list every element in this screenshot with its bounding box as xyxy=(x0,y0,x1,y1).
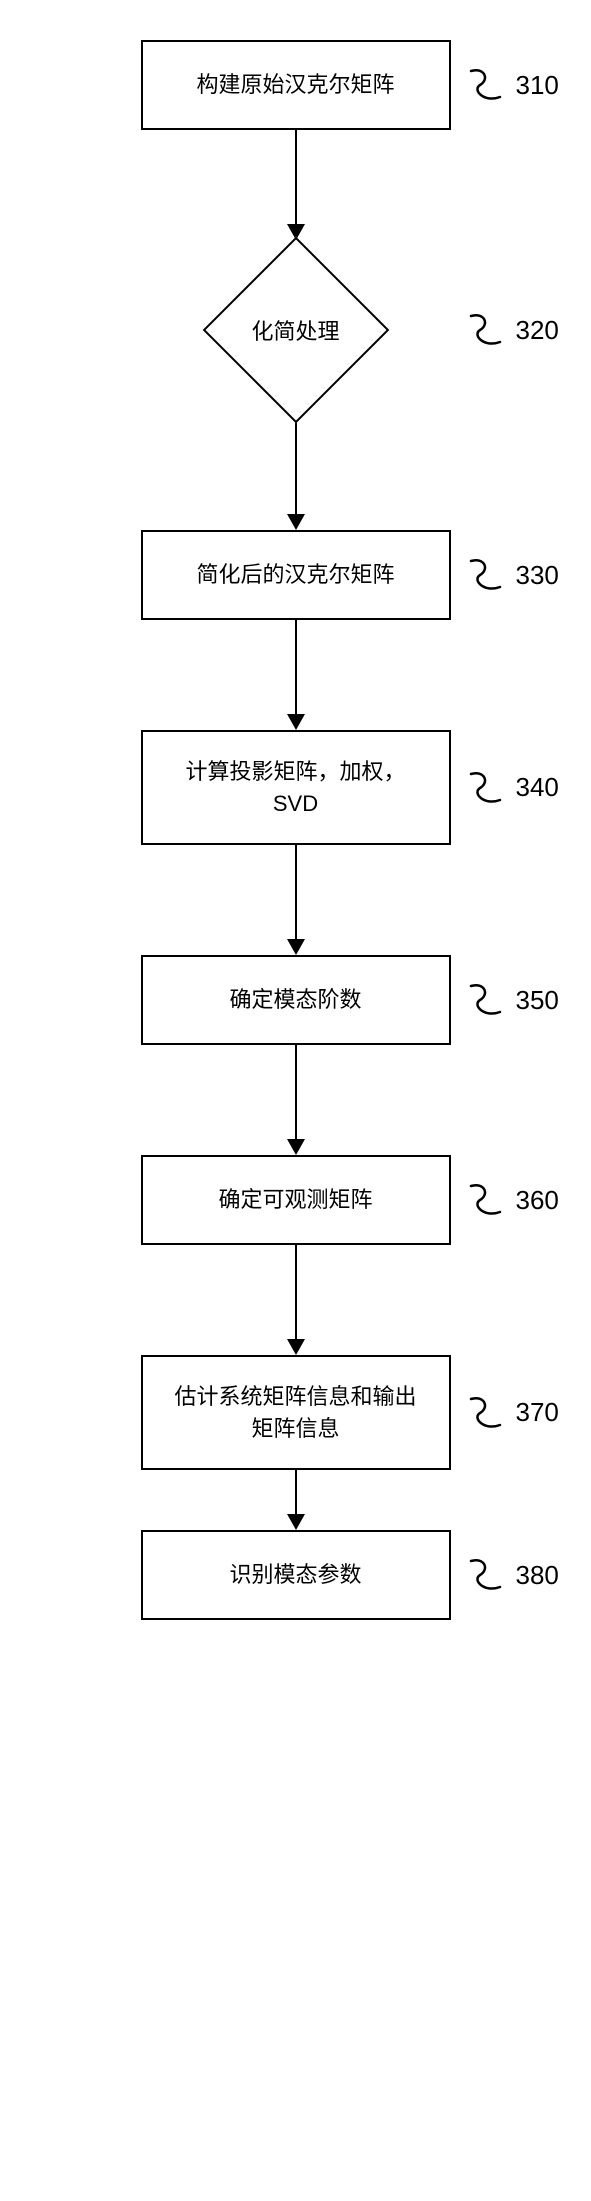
flow-arrow xyxy=(287,620,305,730)
node-label: 确定可观测矩阵 xyxy=(218,1184,372,1216)
flow-step-320: 化简处理 320 xyxy=(21,240,571,420)
flow-arrow xyxy=(287,130,305,240)
node-label: 识别模态参数 xyxy=(229,1559,361,1591)
arrow-line xyxy=(295,845,297,939)
step-number: 330 xyxy=(516,560,559,591)
arrow-head-icon xyxy=(287,714,305,730)
step-number: 350 xyxy=(516,985,559,1016)
step-annotation: 360 xyxy=(466,1180,559,1220)
flow-arrow xyxy=(287,845,305,955)
arrow-head-icon xyxy=(287,1514,305,1530)
arrow-head-icon xyxy=(287,1139,305,1155)
step-annotation: 340 xyxy=(466,768,559,808)
process-node: 构建原始汉克尔矩阵 xyxy=(141,40,451,130)
step-annotation: 380 xyxy=(466,1555,559,1595)
step-number: 340 xyxy=(516,772,559,803)
process-node: 确定可观测矩阵 xyxy=(141,1155,451,1245)
process-node: 确定模态阶数 xyxy=(141,955,451,1045)
arrow-line xyxy=(295,620,297,714)
flow-step-370: 估计系统矩阵信息和输出矩阵信息 370 xyxy=(21,1355,571,1470)
step-number: 370 xyxy=(516,1397,559,1428)
flow-step-310: 构建原始汉克尔矩阵 310 xyxy=(21,40,571,130)
step-number: 380 xyxy=(516,1560,559,1591)
node-label: 简化后的汉克尔矩阵 xyxy=(196,559,394,591)
flow-arrow xyxy=(287,1045,305,1155)
node-label: 估计系统矩阵信息和输出矩阵信息 xyxy=(174,1381,416,1445)
process-node: 估计系统矩阵信息和输出矩阵信息 xyxy=(141,1355,451,1470)
flow-step-360: 确定可观测矩阵 360 xyxy=(21,1155,571,1245)
node-label: 确定模态阶数 xyxy=(229,984,361,1016)
node-label: 化简处理 xyxy=(216,314,376,346)
flow-step-340: 计算投影矩阵，加权，SVD 340 xyxy=(21,730,571,845)
step-annotation: 330 xyxy=(466,555,559,595)
arrow-line xyxy=(295,1245,297,1339)
step-annotation: 370 xyxy=(466,1393,559,1433)
process-node: 简化后的汉克尔矩阵 xyxy=(141,530,451,620)
node-label: 构建原始汉克尔矩阵 xyxy=(196,69,394,101)
process-node: 识别模态参数 xyxy=(141,1530,451,1620)
flow-arrow xyxy=(287,1245,305,1355)
flowchart-container: 构建原始汉克尔矩阵 310 化简处理 320 简化后的汉克尔矩阵 330 计算投影矩阵，加权… xyxy=(21,40,571,1620)
flow-arrow xyxy=(287,1470,305,1530)
arrow-head-icon xyxy=(287,514,305,530)
step-number: 360 xyxy=(516,1185,559,1216)
arrow-head-icon xyxy=(287,1339,305,1355)
process-node: 计算投影矩阵，加权，SVD xyxy=(141,730,451,845)
step-number: 310 xyxy=(516,70,559,101)
step-annotation: 350 xyxy=(466,980,559,1020)
flow-arrow xyxy=(287,420,305,530)
arrow-head-icon xyxy=(287,939,305,955)
flow-step-330: 简化后的汉克尔矩阵 330 xyxy=(21,530,571,620)
step-annotation: 310 xyxy=(466,65,559,105)
flow-step-350: 确定模态阶数 350 xyxy=(21,955,571,1045)
arrow-line xyxy=(295,130,297,224)
arrow-line xyxy=(295,1045,297,1139)
flow-step-380: 识别模态参数 380 xyxy=(21,1530,571,1620)
decision-node: 化简处理 xyxy=(206,240,386,420)
arrow-line xyxy=(295,420,297,514)
step-annotation: 320 xyxy=(466,310,559,350)
node-label: 计算投影矩阵，加权，SVD xyxy=(185,756,405,820)
arrow-line xyxy=(295,1470,297,1514)
step-number: 320 xyxy=(516,315,559,346)
